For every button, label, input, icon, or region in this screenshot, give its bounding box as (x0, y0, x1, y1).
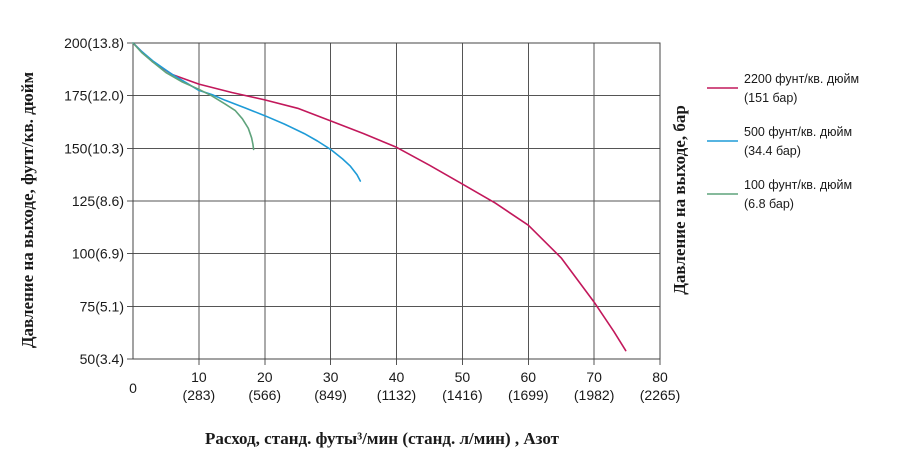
y-axis-title-left: Давление на выходе, фунт/кв. дюйм (18, 71, 37, 348)
x-tick-label: 30 (323, 369, 339, 385)
y-tick-label: 100(6.9) (72, 246, 124, 262)
x-axis-title: Расход, станд. футы³/мин (станд. л/мин) … (205, 429, 560, 448)
legend-label-500: 500 фунт/кв. дюйм (744, 125, 852, 139)
y-tick-label: 200(13.8) (64, 35, 124, 51)
x-tick-sublabel: (1132) (377, 387, 416, 403)
x-tick-label: 80 (652, 369, 668, 385)
grid-lines (127, 42, 661, 365)
y-tick-label: 150(10.3) (64, 140, 124, 156)
y-tick-label: 125(8.6) (72, 193, 124, 209)
legend-entry-2200: 2200 фунт/кв. дюйм (151 бар) (707, 72, 859, 105)
series-line-2 (132, 42, 255, 151)
x-tick-label: 70 (586, 369, 602, 385)
x-tick-label: 50 (455, 369, 471, 385)
legend: 2200 фунт/кв. дюйм (151 бар) 500 фунт/кв… (707, 72, 859, 211)
y-axis-title-right: Давление на выходе, бар (670, 105, 689, 295)
x-tick-sublabel: (566) (248, 387, 281, 403)
legend-entry-500: 500 фунт/кв. дюйм (34.4 бар) (707, 125, 852, 158)
series-line-0 (132, 42, 627, 352)
series-lines (132, 42, 627, 352)
x-tick-sublabel: (1699) (508, 387, 548, 403)
x-tick-sublabel: (849) (314, 387, 347, 403)
x-tick-label: 40 (389, 369, 405, 385)
y-tick-label: 75(5.1) (80, 298, 124, 314)
legend-sublabel-2200: (151 бар) (744, 91, 797, 105)
x-tick-label: 60 (520, 369, 536, 385)
x-tick-label: 10 (191, 369, 207, 385)
series-line-1 (132, 42, 362, 182)
y-tick-label: 50(3.4) (80, 351, 124, 367)
legend-sublabel-500: (34.4 бар) (744, 144, 801, 158)
tick-labels: 200(13.8) 175(12.0) 150(10.3) 125(8.6) 100(6… (64, 35, 680, 403)
legend-entry-100: 100 фунт/кв. дюйм (6.8 бар) (707, 178, 852, 211)
y-tick-label: 175(12.0) (64, 88, 124, 104)
x-tick-sublabel: (1416) (442, 387, 482, 403)
legend-label-100: 100 фунт/кв. дюйм (744, 178, 852, 192)
plot-frame (132, 42, 661, 360)
legend-label-2200: 2200 фунт/кв. дюйм (744, 72, 859, 86)
x-tick-sublabel: (283) (183, 387, 216, 403)
x-tick-label-zero: 0 (129, 380, 137, 396)
legend-sublabel-100: (6.8 бар) (744, 197, 794, 211)
x-tick-sublabel: (1982) (574, 387, 614, 403)
x-tick-sublabel: (2265) (640, 387, 680, 403)
x-tick-label: 20 (257, 369, 273, 385)
